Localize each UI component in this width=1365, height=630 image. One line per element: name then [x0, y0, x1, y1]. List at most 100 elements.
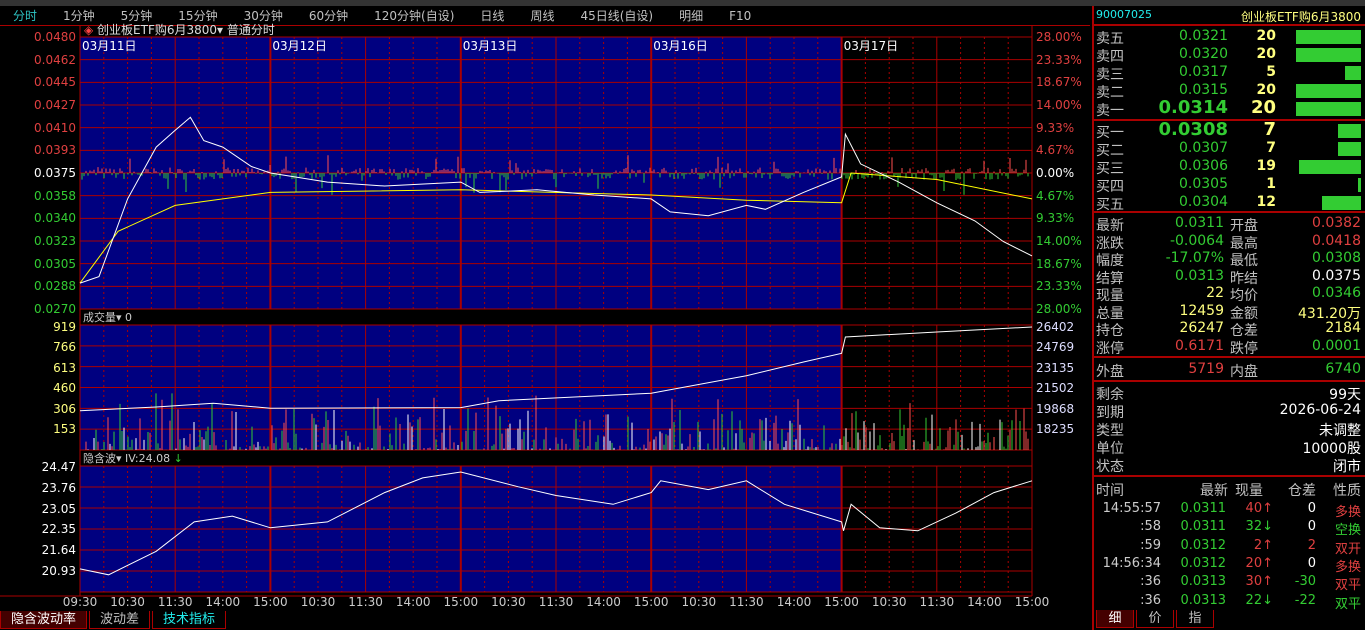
time-label: 14:00 — [586, 595, 621, 609]
time-label: 10:30 — [110, 595, 145, 609]
bids-level[interactable]: 买三 0.0306 19 — [1096, 158, 1361, 177]
stat-value: 0.0382 — [1312, 215, 1361, 231]
pct-axis-label: 28.00% — [1036, 30, 1082, 44]
price-axis-label: 0.0393 — [34, 143, 76, 158]
asks-level[interactable]: 卖五 0.0321 20 — [1096, 28, 1361, 47]
indicator-name[interactable]: 隐含波 — [83, 452, 116, 465]
bids-level[interactable]: 买一 0.0308 7 — [1096, 119, 1361, 141]
pct-axis-label: 23.33% — [1036, 52, 1082, 67]
info-row: 类型 未调整 — [1096, 420, 1361, 439]
qty-bar — [1357, 178, 1361, 192]
period-tab[interactable]: 周线 — [530, 9, 555, 23]
detail-tab[interactable]: 价 — [1136, 610, 1174, 628]
time-label: 09:30 — [62, 595, 98, 609]
bids-level[interactable]: 买二 0.0307 7 — [1096, 140, 1361, 159]
pct-axis-label: 23.33% — [1036, 279, 1082, 294]
level-price: 0.0306 — [1179, 158, 1228, 174]
period-tab[interactable]: 30分钟 — [243, 9, 283, 23]
chart-title: ◈ 创业板ETF购6月3800▾ 普通分时 — [84, 24, 275, 37]
period-tab[interactable]: 明细 — [679, 9, 704, 23]
level-label: 买一 — [1096, 125, 1124, 141]
price-axis-label: 0.0305 — [34, 256, 76, 271]
stat-label: 现量 — [1096, 288, 1124, 304]
tick-volume: 32↓ — [1246, 519, 1273, 534]
bids-level[interactable]: 买四 0.0305 1 — [1096, 176, 1361, 195]
price-axis-label: 0.0270 — [34, 302, 76, 316]
level-qty: 7 — [1263, 119, 1276, 140]
tick-row: 14:56:34 0.0312 20↑ 0 多换 — [1096, 556, 1361, 575]
asks-level[interactable]: 卖四 0.0320 20 — [1096, 46, 1361, 65]
stat-value: 0.0311 — [1175, 215, 1224, 231]
tick-volume-value: 2 — [1253, 537, 1263, 553]
tick-volume-value: 32 — [1245, 519, 1263, 535]
level-price: 0.0315 — [1179, 82, 1228, 98]
arrow-down-icon: ↓ — [1262, 592, 1273, 608]
info-label: 类型 — [1096, 423, 1124, 439]
ticks-column-header: 性质 — [1333, 483, 1361, 499]
tick-row: :59 0.0312 2↑ 2 双开 — [1096, 537, 1361, 557]
dropdown-icon[interactable]: ▾ — [116, 311, 126, 324]
period-tab[interactable]: 日线 — [480, 9, 505, 23]
pct-axis-label: 4.67% — [1036, 188, 1075, 203]
chart-area[interactable]: 03月11日 03月12日 03月13日 03月16日 03月17日 — [0, 26, 1090, 630]
detail-tab[interactable]: 指 — [1176, 610, 1214, 628]
tick-volume: 20↑ — [1246, 556, 1273, 571]
level-price: 0.0321 — [1179, 28, 1228, 44]
stat-row: 幅度 -17.07% 最低 0.0308 — [1096, 250, 1361, 269]
period-tab[interactable]: 120分钟(自设) — [374, 9, 455, 23]
info-label: 单位 — [1096, 441, 1124, 457]
info-label: 到期 — [1096, 405, 1124, 421]
dropdown-icon[interactable]: ▾ — [217, 23, 227, 37]
title-bar — [0, 0, 1365, 6]
time-label: 14:00 — [205, 595, 241, 609]
pct-axis-label: 18.67% — [1036, 75, 1082, 90]
time-label: 11:30 — [538, 595, 574, 609]
period-tab[interactable]: 1分钟 — [63, 9, 95, 23]
oi-axis-label: 18235 — [1036, 422, 1075, 436]
stat-value: -17.07% — [1165, 250, 1224, 266]
indicator-value: IV:24.08 — [125, 452, 171, 465]
indicator-tab[interactable]: 波动差 — [89, 611, 151, 629]
period-tab[interactable]: 45日线(自设) — [580, 9, 654, 23]
tick-volume-value: 20 — [1245, 555, 1263, 571]
asks-level[interactable]: 卖三 0.0317 5 — [1096, 64, 1361, 83]
info-value: 闭市 — [1333, 459, 1361, 475]
time-label: 10:30 — [491, 595, 526, 609]
dropdown-icon[interactable]: ▾ — [116, 452, 126, 465]
level-price: 0.0320 — [1179, 46, 1228, 62]
asks-level[interactable]: 卖一 0.0314 20 — [1096, 97, 1361, 119]
level-qty: 5 — [1266, 64, 1276, 80]
price-axis-label: 0.0462 — [34, 52, 76, 67]
period-tab[interactable]: 60分钟 — [308, 9, 349, 23]
tick-oi-change: 0 — [1307, 519, 1316, 535]
info-value: 99天 — [1329, 387, 1361, 403]
indicator-name[interactable]: 成交量 — [83, 311, 116, 324]
period-tab[interactable]: F10 — [729, 8, 752, 23]
stat-label: 结算 — [1096, 270, 1124, 287]
tick-volume-value: 22 — [1245, 592, 1263, 608]
pct-axis-label: 9.33% — [1036, 211, 1075, 226]
time-label: 11:30 — [729, 595, 764, 609]
info-row: 剩余 99天 — [1096, 384, 1361, 403]
level-label: 买三 — [1096, 161, 1124, 177]
period-tab[interactable]: 15分钟 — [178, 9, 218, 23]
indicator-tab[interactable]: 隐含波动率 — [0, 611, 88, 629]
indicator-tab[interactable]: 技术指标 — [152, 611, 227, 629]
info-row: 到期 2026-06-24 — [1096, 402, 1361, 421]
bids-level[interactable]: 买五 0.0304 12 — [1096, 194, 1361, 213]
asks-level[interactable]: 卖二 0.0315 20 — [1096, 82, 1361, 101]
stat-label: 最高 — [1230, 235, 1258, 252]
stat-row: 现量 22 均价 0.0346 — [1096, 285, 1361, 304]
price-axis-label: 0.0480 — [34, 30, 76, 44]
info-value: 未调整 — [1319, 423, 1361, 439]
period-tab[interactable]: 5分钟 — [120, 9, 153, 23]
period-tab[interactable]: 分时 — [13, 9, 38, 23]
detail-tab[interactable]: 细 — [1096, 610, 1134, 628]
tick-nature: 空换 — [1334, 523, 1361, 539]
level-price: 0.0314 — [1158, 97, 1228, 118]
ticks-column-header: 现量 — [1235, 483, 1263, 499]
level-qty: 1 — [1266, 176, 1276, 192]
price-axis-label: 0.0340 — [34, 211, 76, 226]
contract-title[interactable]: 创业板ETF购6月3800 — [97, 23, 218, 37]
stat-value: 0.0001 — [1312, 337, 1361, 354]
